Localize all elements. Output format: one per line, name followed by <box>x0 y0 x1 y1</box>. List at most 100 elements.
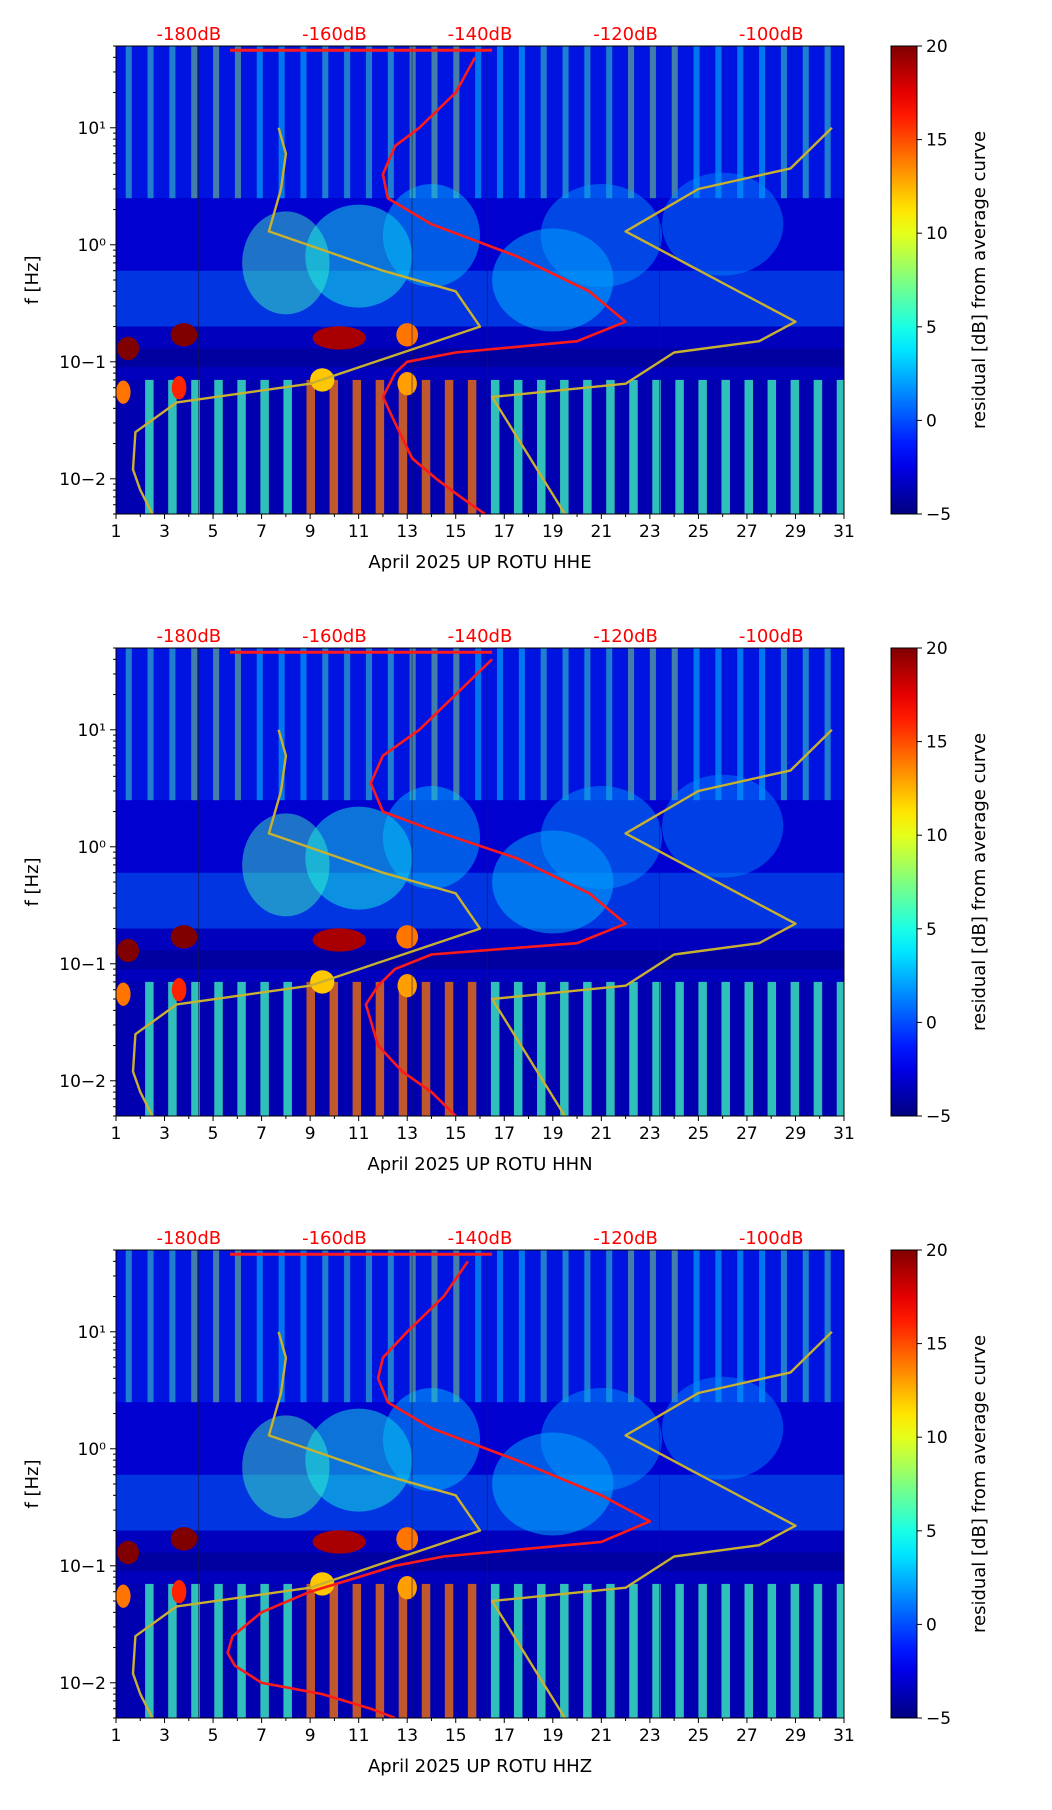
long-period-bar <box>490 981 500 1116</box>
daily-streak <box>693 1250 700 1403</box>
daily-streak <box>344 1250 351 1403</box>
storm-event <box>396 323 419 347</box>
long-period-bar <box>191 379 200 514</box>
daily-streak <box>671 648 678 801</box>
long-period-bar <box>214 1583 223 1718</box>
daily-streak <box>475 46 482 199</box>
x-tick-label: 25 <box>688 1124 710 1144</box>
microseism-cloud <box>242 211 330 315</box>
microseism-cloud <box>242 813 330 917</box>
long-period-bar <box>767 981 777 1116</box>
daily-streak <box>496 1250 504 1403</box>
daily-streak <box>562 46 569 199</box>
spectrogram <box>116 46 844 514</box>
long-period-bar <box>813 981 823 1116</box>
y-tick-label: 10¹ <box>78 1323 106 1343</box>
long-period-bar <box>329 379 339 514</box>
noise-band <box>116 379 844 514</box>
long-period-bar <box>191 1583 200 1718</box>
db-scale-label: -100dB <box>739 1228 804 1249</box>
long-period-bar <box>767 379 777 514</box>
daily-streak <box>780 46 787 199</box>
microseism-cloud <box>305 204 413 308</box>
x-tick-label: 15 <box>445 522 467 542</box>
x-axis-label: April 2025 UP ROTU HHE <box>368 552 591 573</box>
daily-streak <box>344 46 351 199</box>
y-tick-label: 10−1 <box>59 955 106 975</box>
x-tick-label: 17 <box>493 1124 515 1144</box>
daily-streak <box>628 648 635 801</box>
colorbar-tick-label: 20 <box>926 1241 948 1261</box>
daily-streak <box>715 1250 722 1403</box>
x-tick-label: 11 <box>348 1726 370 1746</box>
curve-nhnm <box>490 1330 833 1718</box>
colorbar-label: residual [dB] from average curve <box>969 131 990 429</box>
colorbar-tick-label: 10 <box>926 826 948 846</box>
storm-event <box>397 1575 417 1600</box>
long-period-bar <box>721 981 730 1116</box>
daily-streak <box>671 46 678 199</box>
daily-streak <box>584 46 591 199</box>
db-scale-label: -180dB <box>156 1228 221 1249</box>
storm-event <box>312 326 366 350</box>
daily-streak <box>387 648 394 801</box>
colorbar-tick-label: 20 <box>926 639 948 659</box>
long-period-bar <box>560 379 569 514</box>
x-tick-label: 11 <box>348 522 370 542</box>
storm-event <box>116 1584 131 1608</box>
daily-streak <box>213 1250 220 1403</box>
long-period-bar <box>721 1583 730 1718</box>
curve-psd <box>226 1260 652 1718</box>
x-tick-label: 23 <box>639 1124 661 1144</box>
daily-streak <box>213 648 220 801</box>
db-scale-label: -120dB <box>593 1228 658 1249</box>
daily-streak <box>409 648 416 801</box>
long-period-bar <box>744 1583 753 1718</box>
daily-streak <box>322 46 329 199</box>
microseism-cloud <box>382 184 480 287</box>
daily-streak <box>759 1250 766 1403</box>
x-tick-label: 17 <box>493 522 515 542</box>
storm-event <box>170 323 198 347</box>
microseism-cloud <box>662 1376 784 1480</box>
long-period-bar <box>237 1583 246 1718</box>
x-tick-label: 19 <box>542 1124 564 1144</box>
x-tick-label: 17 <box>493 1726 515 1746</box>
y-tick-label: 10−2 <box>59 470 106 490</box>
y-tick-label: 10⁰ <box>78 1440 107 1460</box>
microseism-cloud <box>540 786 662 889</box>
daily-streak <box>147 46 154 199</box>
long-period-bar <box>490 1583 500 1718</box>
storm-event <box>117 938 140 963</box>
x-tick-label: 5 <box>208 1124 219 1144</box>
storm-event <box>396 925 419 949</box>
long-period-bar <box>675 981 684 1116</box>
long-period-bar <box>145 1583 154 1718</box>
long-period-bar <box>260 981 269 1116</box>
long-period-bar <box>375 379 385 514</box>
daily-streak <box>693 648 700 801</box>
daily-streak <box>715 648 722 801</box>
daily-streak <box>125 648 132 801</box>
daily-streak <box>562 648 569 801</box>
daily-streak <box>365 1250 373 1403</box>
daily-streak <box>824 46 831 199</box>
y-tick-label: 10−2 <box>59 1674 106 1694</box>
noise-band <box>116 648 844 801</box>
x-tick-label: 29 <box>785 1726 807 1746</box>
storm-event <box>396 1527 419 1551</box>
microseism-cloud <box>662 172 784 276</box>
x-tick-label: 29 <box>785 522 807 542</box>
daily-streak <box>518 46 525 199</box>
db-scale-label: -140dB <box>448 1228 513 1249</box>
daily-streak <box>300 1250 307 1403</box>
long-period-bar <box>467 981 477 1116</box>
db-scale-label: -140dB <box>448 626 513 647</box>
x-tick-label: 23 <box>639 522 661 542</box>
noise-band <box>116 1552 844 1572</box>
daily-streak <box>802 648 809 801</box>
curve-psd <box>364 658 627 1116</box>
storm-event <box>171 978 187 1002</box>
daily-streak <box>780 1250 787 1403</box>
x-tick-label: 31 <box>833 522 855 542</box>
